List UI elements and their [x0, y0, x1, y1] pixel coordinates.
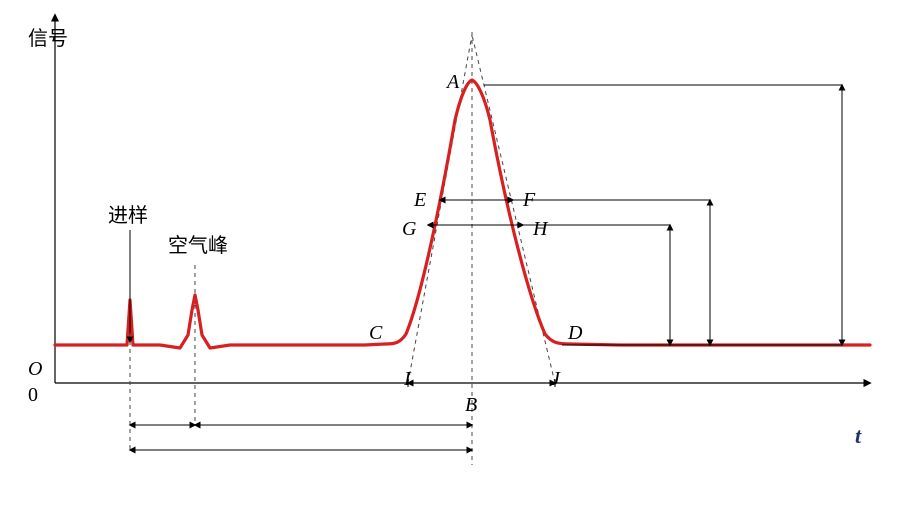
label-B: B: [465, 394, 477, 416]
inject-label: 进样: [108, 204, 148, 227]
origin-label: O: [28, 358, 42, 380]
airpeak-label: 空气峰: [168, 234, 228, 257]
zero-label: 0: [28, 384, 38, 406]
chromatogram-curve: [55, 80, 870, 348]
label-E: E: [413, 189, 426, 211]
y-axis-label: 信号: [28, 27, 68, 50]
label-A: A: [445, 71, 460, 93]
label-D: D: [567, 322, 583, 344]
label-J: J: [551, 368, 561, 390]
label-H: H: [532, 218, 549, 240]
label-C: C: [369, 322, 383, 344]
x-axis-label: t: [855, 423, 862, 448]
label-G: G: [402, 218, 417, 240]
